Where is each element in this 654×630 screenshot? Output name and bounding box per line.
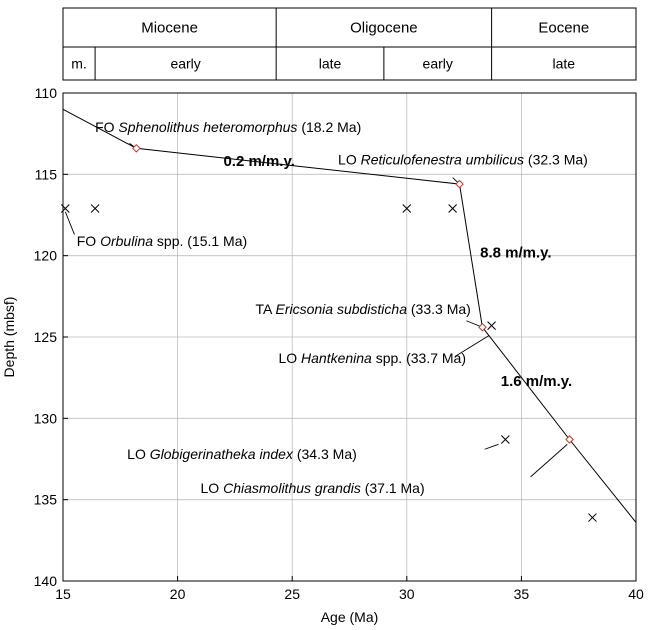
cross-stroke	[588, 513, 597, 522]
foraminifer-datum-marker	[60, 204, 70, 213]
axis-ticks: 15 20 25 30 35 40 110 115 120 125 130 135 140	[34, 85, 644, 602]
datum-age: spp. (33.7 Ma)	[372, 350, 466, 366]
foraminifer-datum-marker	[501, 435, 510, 444]
datum-taxon: Hantkenina	[301, 350, 372, 366]
datum-taxon: Globigerinatheka index	[150, 446, 294, 462]
nannofossil-datum-marker	[132, 143, 141, 153]
datum-markers	[60, 143, 597, 522]
x-tick-label: 15	[55, 586, 71, 602]
datum-taxon: Reticulofenestra umbilicus	[361, 152, 524, 168]
datum-age: (18.2 Ma)	[297, 119, 361, 135]
datum-age: (32.3 Ma)	[524, 152, 588, 168]
datum-annotation: LO Reticulofenestra umbilicus (32.3 Ma)	[338, 152, 588, 168]
y-tick-label: 130	[34, 410, 58, 426]
y-axis-label: Depth (mbsf)	[1, 297, 17, 378]
sedimentation-rate-label: 1.6 m/m.y.	[501, 373, 572, 390]
epoch-header: Miocene Oligocene Eocene m. early late early la…	[62, 7, 637, 81]
y-tick-label: 115	[35, 166, 58, 182]
datum-taxon: Orbulina	[100, 233, 153, 249]
leader-line	[454, 334, 490, 357]
nannofossil-datum-marker	[478, 322, 487, 332]
datum-type: FO	[77, 233, 100, 249]
subepoch-label: late	[319, 56, 342, 72]
datum-taxon: Sphenolithus heteromorphus	[118, 119, 297, 135]
sedimentation-rate-label: 8.8 m/m.y.	[480, 244, 551, 261]
epoch-label: Oligocene	[350, 20, 418, 37]
header-frame	[62, 7, 637, 81]
age-depth-line	[62, 108, 637, 523]
datum-annotation: LO Globigerinatheka index (34.3 Ma)	[127, 446, 357, 462]
datum-annotation: LO Chiasmolithus grandis (37.1 Ma)	[201, 480, 425, 496]
plot-frame	[62, 92, 637, 582]
x-tick-label: 25	[284, 586, 300, 602]
foraminifer-datum-marker	[448, 204, 457, 213]
epoch-label: Eocene	[538, 20, 589, 37]
x-tick-label: 30	[399, 586, 415, 602]
y-tick-label: 140	[34, 573, 58, 589]
age-depth-lines	[62, 108, 637, 523]
foraminifer-datum-marker	[487, 321, 496, 330]
datum-taxon: Ericsonia subdisticha	[275, 301, 407, 317]
leader-line	[530, 444, 568, 478]
foraminifer-datum-marker	[588, 513, 597, 522]
nannofossil-datum-marker	[455, 179, 464, 189]
foraminifer-datum-marker	[402, 204, 412, 213]
leader-line	[64, 211, 75, 235]
datum-age: (37.1 Ma)	[361, 480, 425, 496]
cross-stroke	[448, 204, 457, 213]
datum-taxon: Chiasmolithus grandis	[223, 480, 361, 496]
datum-annotation: LO Hantkenina spp. (33.7 Ma)	[278, 350, 466, 366]
foraminifer-datum-marker	[90, 204, 100, 213]
x-tick-label: 35	[514, 586, 530, 602]
datum-type: TA	[256, 301, 276, 317]
nannofossil-datum-marker	[565, 435, 574, 444]
cross-stroke	[501, 435, 510, 444]
datum-type: LO	[127, 446, 150, 462]
subepoch-label: early	[423, 56, 453, 72]
datum-annotation: FO Orbulina spp. (15.1 Ma)	[77, 233, 247, 249]
epoch-label: Miocene	[141, 20, 198, 37]
y-tick-label: 110	[35, 85, 58, 101]
datum-age: (33.3 Ma)	[407, 301, 471, 317]
subepoch-label: late	[553, 56, 576, 72]
datum-labels: 0.2 m/m.y. 8.8 m/m.y. 1.6 m/m.y. FO Sphenol…	[77, 119, 588, 496]
y-tick-label: 120	[34, 248, 58, 264]
grid	[63, 93, 636, 581]
datum-age: (34.3 Ma)	[293, 446, 357, 462]
x-tick-label: 40	[628, 586, 644, 602]
datum-type: LO	[278, 350, 301, 366]
datum-annotation: TA Ericsonia subdisticha (33.3 Ma)	[256, 301, 471, 317]
datum-type: LO	[201, 480, 224, 496]
x-axis-label: Age (Ma)	[321, 609, 379, 625]
y-tick-label: 135	[34, 492, 58, 508]
x-tick-label: 20	[170, 586, 186, 602]
y-tick-label: 125	[34, 329, 58, 345]
subepoch-label: m.	[71, 56, 87, 72]
cross-stroke	[402, 204, 412, 213]
datum-type: FO	[95, 119, 118, 135]
subepoch-label: early	[170, 56, 200, 72]
sedimentation-rate-label: 0.2 m/m.y.	[223, 153, 294, 170]
cross-stroke	[90, 204, 100, 213]
datum-annotation: FO Sphenolithus heteromorphus (18.2 Ma)	[95, 119, 361, 135]
datum-age: spp. (15.1 Ma)	[153, 233, 247, 249]
leader-line	[484, 443, 499, 450]
datum-type: LO	[338, 152, 361, 168]
cross-stroke	[487, 321, 496, 330]
